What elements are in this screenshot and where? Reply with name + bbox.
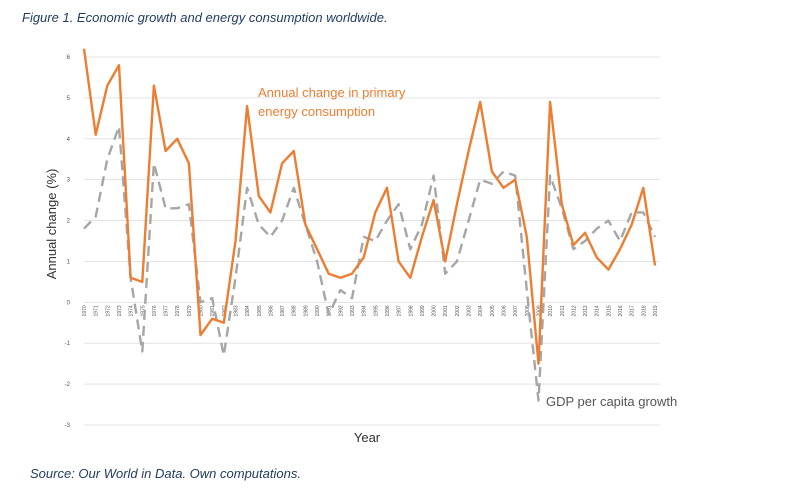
- x-tick-label: 2001: [443, 305, 449, 316]
- x-tick-label: 1989: [303, 305, 309, 316]
- x-tick-label: 1974: [129, 305, 135, 316]
- x-tick-label: 1985: [257, 305, 263, 316]
- x-tick-label: 1994: [362, 305, 368, 316]
- x-tick-label: 2012: [571, 305, 577, 316]
- x-tick-label: 1995: [373, 305, 379, 316]
- x-tick-label: 1986: [268, 305, 274, 316]
- energy-series-label: Annual change in primary energy consumpt…: [258, 85, 409, 119]
- y-tick-label: -2: [65, 382, 71, 388]
- x-tick-label: 1990: [315, 305, 321, 316]
- x-tick-label: 1970: [82, 305, 88, 316]
- x-tick-label: 1978: [175, 305, 181, 316]
- x-tick-label: 1993: [350, 305, 356, 316]
- y-axis-title: Annual change (%): [44, 169, 59, 280]
- x-tick-label: 2011: [560, 305, 566, 316]
- y-tick-labels: -3 -2 -1 0 1 2 3 4 5 6: [65, 55, 71, 429]
- x-tick-label: 1996: [385, 305, 391, 316]
- x-tick-label: 1998: [408, 305, 414, 316]
- x-tick-label: 2008: [525, 305, 531, 316]
- x-tick-label: 1977: [164, 305, 170, 316]
- energy-label-line-2: energy consumption: [258, 104, 375, 119]
- x-tick-label: 1979: [187, 305, 193, 316]
- x-tick-label: 1992: [338, 305, 344, 316]
- x-tick-label: 1983: [233, 305, 239, 316]
- gdp-series-label: GDP per capita growth: [546, 394, 677, 409]
- x-tick-label: 2003: [467, 305, 473, 316]
- x-tick-label: 1972: [105, 305, 111, 316]
- y-tick-label: 4: [67, 137, 71, 143]
- gdp-growth-line: [83, 125, 657, 402]
- y-tick-label: -1: [65, 341, 71, 347]
- x-tick-label: 2015: [606, 305, 612, 316]
- x-tick-label: 1981: [210, 305, 216, 316]
- x-tick-label: 2017: [630, 305, 636, 316]
- y-tick-label: 5: [67, 96, 71, 102]
- x-tick-label: 2019: [653, 305, 659, 316]
- x-tick-label: 1999: [420, 305, 426, 316]
- energy-consumption-line: [82, 48, 657, 365]
- x-tick-label: 2013: [583, 305, 589, 316]
- series-lines: [82, 48, 657, 402]
- x-tick-label: 1973: [117, 305, 123, 316]
- source-note: Source: Our World in Data. Own computati…: [30, 466, 301, 481]
- x-tick-labels: 1970 1971 1972 1973 1974 1975 1976 1977 1978 1979…: [82, 305, 659, 316]
- x-tick-label: 1975: [140, 305, 146, 316]
- x-tick-label: 1984: [245, 305, 251, 316]
- x-tick-label: 2004: [478, 305, 484, 316]
- x-tick-label: 1980: [199, 305, 205, 316]
- y-tick-label: 1: [67, 259, 71, 265]
- x-axis-title: Year: [354, 430, 381, 445]
- x-tick-label: 1988: [292, 305, 298, 316]
- x-tick-label: 2014: [595, 305, 601, 316]
- x-tick-label: 1997: [397, 305, 403, 316]
- y-tick-label: 3: [67, 178, 71, 184]
- x-tick-label: 1987: [280, 305, 286, 316]
- y-tick-label: -3: [65, 423, 71, 429]
- x-tick-label: 2002: [455, 305, 461, 316]
- gridlines: [84, 56, 660, 426]
- x-tick-label: 2006: [502, 305, 508, 316]
- x-tick-label: 2000: [432, 305, 438, 316]
- energy-label-line-1: Annual change in primary: [258, 85, 406, 100]
- figure-title: Figure 1. Economic growth and energy con…: [22, 10, 388, 25]
- x-tick-label: 2009: [536, 305, 542, 316]
- x-tick-label: 2018: [641, 305, 647, 316]
- x-tick-label: 2005: [490, 305, 496, 316]
- x-tick-label: 2010: [548, 305, 554, 316]
- y-tick-label: 2: [67, 219, 71, 225]
- x-tick-label: 2016: [618, 305, 624, 316]
- x-tick-label: 1976: [152, 305, 158, 316]
- x-tick-label: 1991: [327, 305, 333, 316]
- y-tick-label: 6: [67, 55, 71, 61]
- y-tick-label: 0: [67, 300, 71, 306]
- x-tick-label: 2007: [513, 305, 519, 316]
- x-tick-label: 1971: [94, 305, 100, 316]
